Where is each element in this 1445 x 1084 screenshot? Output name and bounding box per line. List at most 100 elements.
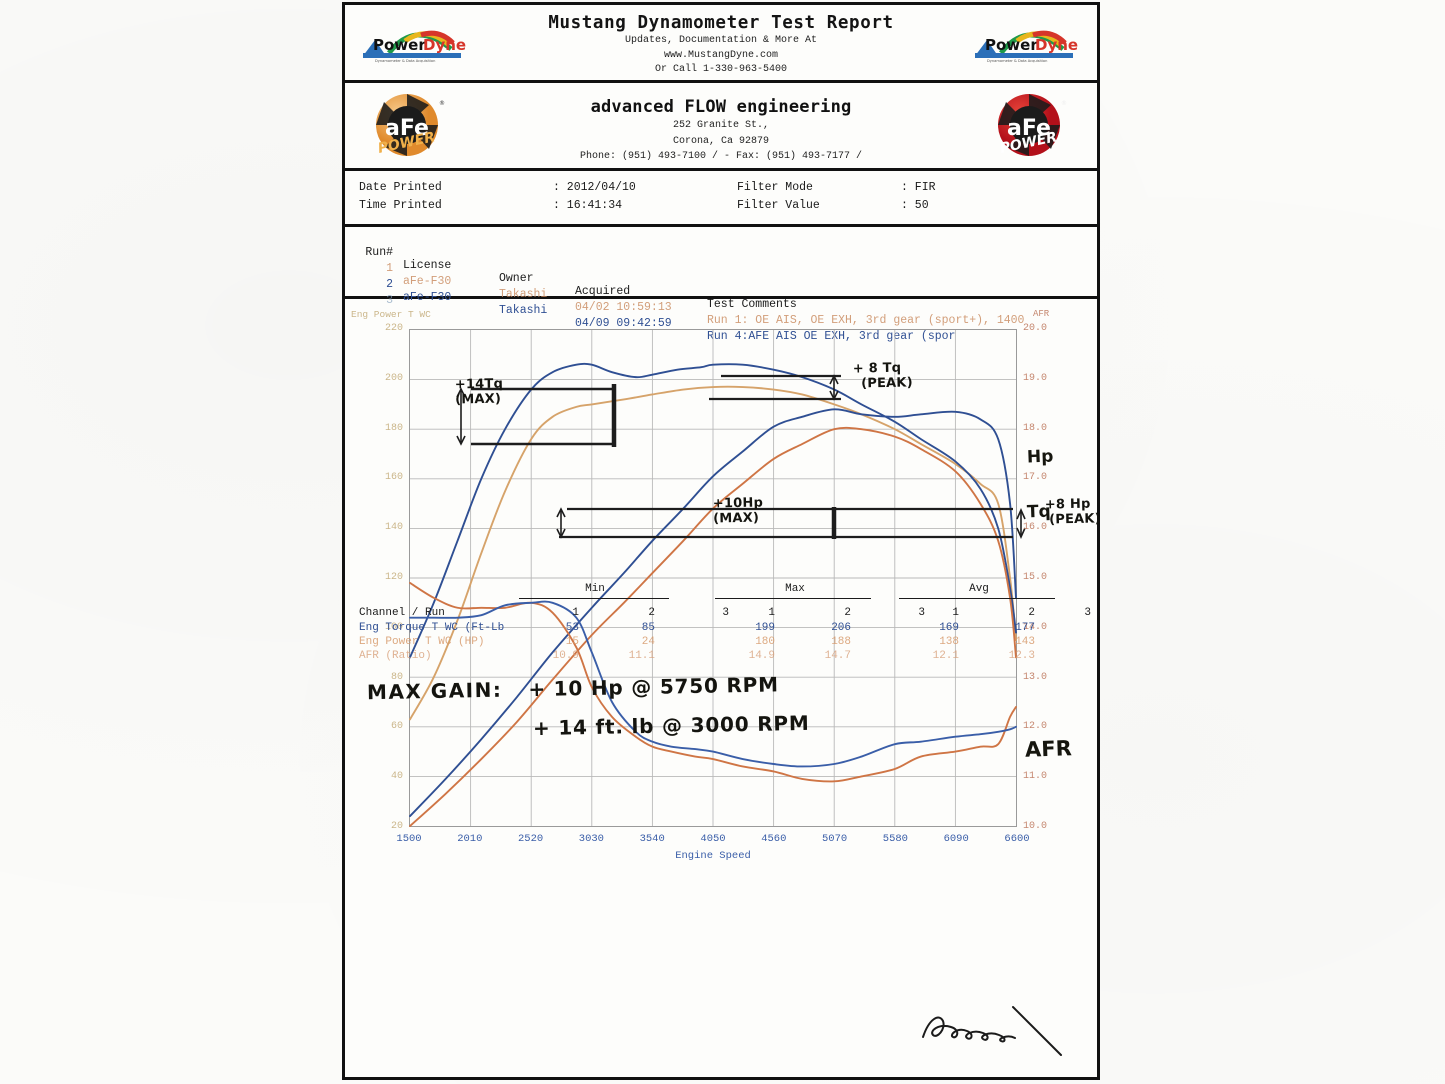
table-row: Eng Power T WC (HP) 15 24 180 188 138 14… [359,636,1085,650]
table-row: AFR (Ratio) 10.9 11.1 14.9 14.7 12.1 12.… [359,650,1085,664]
stats-value: 85 [641,622,655,634]
run-acquired: 04/02 10:59:13 [575,301,672,314]
series-2-left [409,408,1017,818]
run-number: 1 [386,262,393,275]
stats-value: 188 [831,636,851,648]
max-gain-hp: + 10 Hp @ 5750 RPM [528,672,780,702]
print-info-band: Date Printed : 2012/04/10 Filter Mode : … [345,171,1097,227]
report-header-band: Power Dyne Dynamometer & Data Acquisitio… [345,5,1097,83]
company-contact: Phone: (951) 493-7100 / - Fax: (951) 493… [579,151,863,162]
time-printed-label: Time Printed [359,199,442,212]
table-row: 2 aFe-F30 Takashi 04/09 09:42:59 Run 4:A… [359,265,955,343]
company-name: advanced FLOW engineering [590,97,852,117]
powerdyne-logo-right-icon: Power Dyne Dynamometer & Data Acquisitio… [975,30,1078,63]
runs-col-comments: Test Comments [707,298,797,311]
svg-text:Dynamometer & Data Acquisition: Dynamometer & Data Acquisition [375,59,435,63]
chart-curves [409,362,1017,827]
max-gain-note: MAX GAIN: + 10 Hp @ 5750 RPM + 14 ft. lb… [366,672,810,740]
time-printed-value: : 16:41:34 [553,199,623,212]
y-tick-left: 180 [384,422,403,434]
table-row: Eng Torque T WC (Ft-Lb 53 85 199 206 169… [359,622,1085,636]
stats-value: 177 [1015,622,1035,634]
annotation-tq-peak-line2: (PEAK) [861,375,913,392]
runs-col-acquired: Acquired [575,285,631,298]
x-axis-title: Engine Speed [675,850,751,862]
afe-power-logo-right-icon: aFe POWER ® [998,94,1067,157]
stats-rule-avg [899,598,1055,599]
run-number: 2 [386,278,393,291]
x-tick: 5580 [882,833,908,845]
svg-text:aFe: aFe [1007,116,1051,141]
company-address-1: 252 Granite St., [672,120,769,131]
y-tick-right: 15.0 [1023,572,1048,583]
annotation-tq-max-line2: (MAX) [455,391,502,408]
stats-value: 53 [565,622,579,634]
svg-text:Dynamometer & Data Acquisition: Dynamometer & Data Acquisition [987,59,1047,63]
max-gain-torque: + 14 ft. lb @ 3000 RPM [532,710,810,741]
y-tick-left: 120 [384,572,403,583]
stats-min-run-3: 3 [722,607,729,619]
annotation-tq-peak-line1: + 8 Tq [852,360,902,377]
stats-channel-name: Eng Torque T WC (Ft-Lb [359,622,505,634]
x-tick: 1500 [396,833,422,845]
max-gain-label: MAX GAIN: [366,677,503,705]
stats-value: 14.7 [824,650,851,662]
report-website: www.MustangDyne.com [663,49,779,61]
curve-label-hp: Hp [1026,446,1054,468]
table-row: 3 [359,281,400,307]
run-number: 3 [386,294,393,307]
stats-value: 15 [565,636,579,648]
x-tick: 6600 [1004,833,1030,845]
report-phone: Or Call 1-330-963-5400 [654,64,788,75]
y-tick-right: 11.0 [1023,771,1048,783]
svg-text:Dyne: Dyne [423,36,466,54]
stats-min-run-2: 2 [648,607,655,619]
svg-text:aFe: aFe [385,116,429,141]
y-tick-right: 19.0 [1023,372,1048,384]
y-tick-left: 200 [384,372,403,384]
y-tick-left: 40 [390,771,403,783]
y-tick-right: 10.0 [1023,821,1048,832]
y-tick-right: 13.0 [1023,671,1048,683]
company-band: aFe POWER ® advanced FLOW engineering 25… [345,83,1097,171]
stats-max-run-3: 3 [918,607,925,619]
plot-area [409,329,1017,827]
svg-text:®: ® [1061,100,1067,107]
afe-power-logo-left-icon: aFe POWER ® [376,94,445,157]
stats-row-label: Channel / Run [359,607,445,619]
x-tick: 2520 [517,833,544,845]
stats-avg-run-2: 2 [1028,607,1035,619]
signature-mark [922,1006,1062,1056]
run-acquired: 04/09 09:42:59 [575,317,672,330]
stats-value: 180 [755,636,775,648]
filter-mode-value: : FIR [901,181,936,194]
y-axis-left-title: Eng Power T WC [351,309,431,320]
x-tick: 4050 [700,833,726,845]
svg-text:Power: Power [985,36,1038,54]
stats-value: 199 [755,622,775,634]
series-2-left [409,362,1017,659]
date-printed-label: Date Printed [359,181,442,194]
run-comments: Run 1: OE AIS, OE EXH, 3rd gear (sport+)… [707,314,1025,327]
y-tick-left: 100 [384,621,403,633]
max-gain-line-2: + 14 ft. lb @ 3000 RPM [375,710,810,744]
annotation-hp-max-line1: +10Hp [712,495,764,512]
date-printed-value: : 2012/04/10 [553,181,636,194]
annotation-tq-max: +14Tq (MAX) [455,377,504,408]
series-1-left [409,385,1017,721]
y-tick-left: 220 [384,323,403,334]
svg-text:®: ® [439,100,445,107]
stats-value: 206 [831,622,851,634]
runs-col-owner: Owner [499,272,534,285]
annotation-hp-max-line2: (MAX) [713,510,760,527]
annotation-hp-max: +10Hp (MAX) [713,496,764,527]
stats-value: 24 [641,636,655,648]
stats-group-min: Min [585,583,605,595]
annotation-tq-peak: + 8 Tq (PEAK) [852,360,913,392]
stats-value: 169 [939,622,959,634]
x-tick: 3030 [578,833,604,845]
y-tick-left: 20 [390,821,403,832]
run-license: aFe-F30 [403,291,452,304]
y-tick-left: 140 [384,522,403,534]
company-address-2: Corona, Ca 92879 [672,135,769,147]
